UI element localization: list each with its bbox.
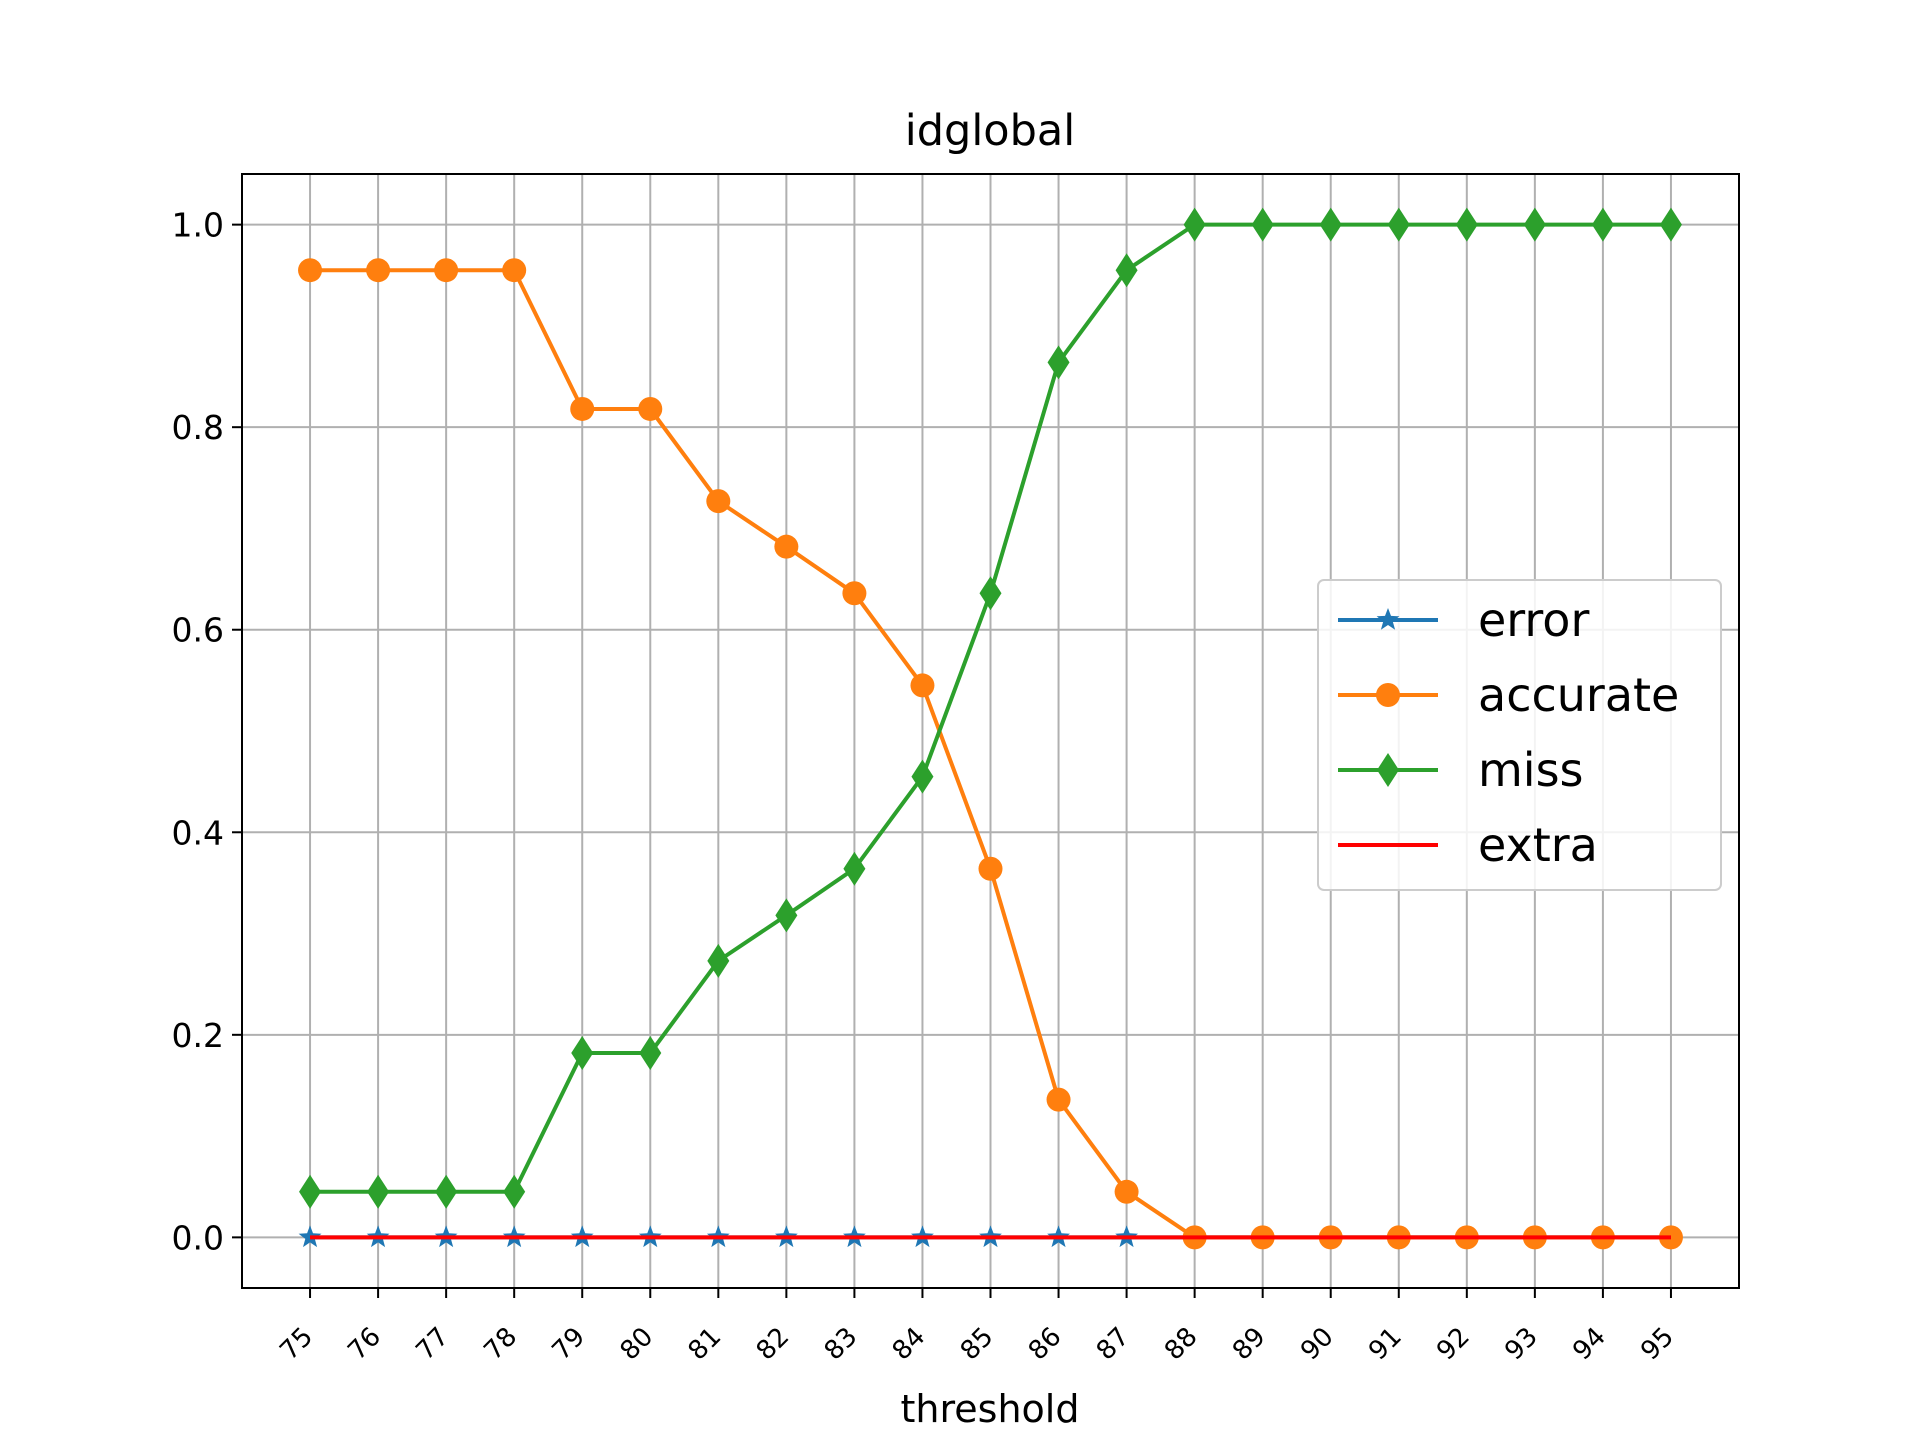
- data-point-miss: [1319, 207, 1342, 242]
- data-point-accurate: [978, 856, 1003, 881]
- data-point-accurate: [366, 258, 391, 283]
- y-tick-label: 0.0: [172, 1218, 224, 1257]
- series-miss: [299, 207, 1682, 1209]
- data-point-miss: [435, 1174, 458, 1209]
- data-point-miss: [1387, 207, 1410, 242]
- data-point-miss: [1591, 207, 1614, 242]
- data-point-accurate: [910, 673, 935, 698]
- data-point-miss: [639, 1036, 662, 1071]
- data-point-miss: [1047, 345, 1070, 380]
- data-point-miss: [367, 1174, 390, 1209]
- y-tick-label: 0.2: [172, 1016, 224, 1055]
- legend-label-miss: miss: [1478, 743, 1584, 797]
- data-point-accurate: [570, 396, 595, 421]
- legend-label-accurate: accurate: [1478, 668, 1679, 722]
- legend-label-extra: extra: [1478, 818, 1598, 872]
- data-point-miss: [299, 1174, 322, 1209]
- data-point-accurate: [842, 581, 867, 606]
- data-point-accurate: [1114, 1179, 1139, 1204]
- y-tick-label: 0.4: [172, 813, 224, 852]
- legend-marker-error: [1376, 608, 1400, 630]
- data-point-miss: [775, 898, 798, 933]
- data-point-miss: [571, 1036, 594, 1071]
- data-point-miss: [843, 851, 866, 886]
- data-point-accurate: [502, 258, 527, 283]
- legend-marker-accurate: [1376, 683, 1400, 707]
- data-point-miss: [1659, 207, 1682, 242]
- data-point-accurate: [774, 534, 799, 559]
- y-tick-label: 0.8: [172, 408, 224, 447]
- data-point-accurate: [434, 258, 459, 283]
- data-point-miss: [1455, 207, 1478, 242]
- legend-marker-miss: [1377, 753, 1399, 787]
- legend-box: [1317, 579, 1722, 891]
- legend: error accurate miss extra: [1317, 579, 1722, 891]
- data-point-miss: [707, 943, 730, 978]
- legend-label-error: error: [1478, 593, 1589, 647]
- data-point-miss: [911, 759, 934, 794]
- data-point-accurate: [638, 396, 663, 421]
- data-point-miss: [979, 576, 1002, 611]
- data-point-accurate: [1046, 1087, 1071, 1112]
- series-layer: [298, 207, 1683, 1250]
- data-point-miss: [1251, 207, 1274, 242]
- data-point-miss: [503, 1174, 526, 1209]
- data-point-miss: [1523, 207, 1546, 242]
- chart-title: idglobal: [905, 106, 1075, 156]
- y-tick-label: 1.0: [172, 206, 224, 245]
- data-point-miss: [1115, 253, 1138, 288]
- y-tick-label: 0.6: [172, 611, 224, 650]
- x-axis-label: threshold: [901, 1387, 1080, 1431]
- data-point-accurate: [706, 489, 731, 514]
- data-point-miss: [1183, 207, 1206, 242]
- data-point-accurate: [298, 258, 323, 283]
